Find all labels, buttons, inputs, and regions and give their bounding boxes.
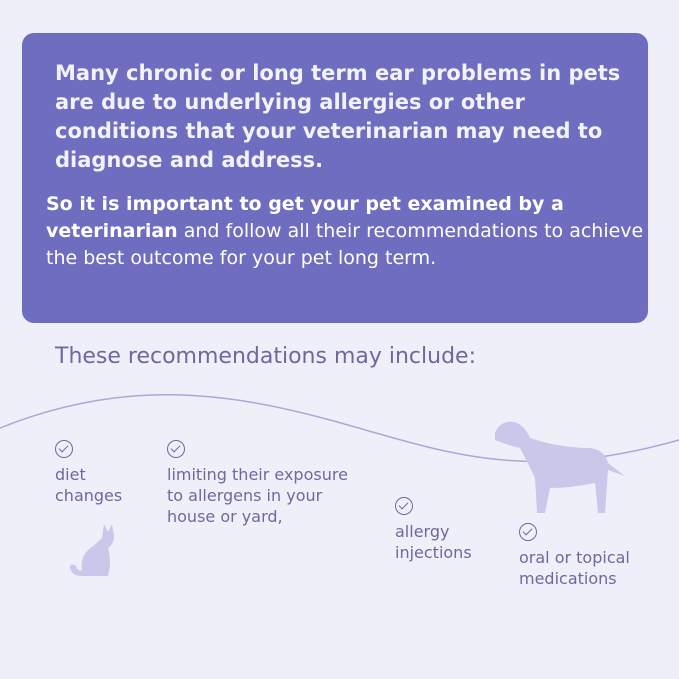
item-label: diet changes <box>55 465 123 505</box>
emphasis-text: So it is important to get your pet exami… <box>46 191 646 272</box>
check-circle-icon <box>167 440 185 458</box>
emphasis-bold: So it is important to get your pet exami… <box>46 193 564 242</box>
item-label: oral or topical medications <box>519 548 630 588</box>
recommendation-item: limiting their exposure to allergens in … <box>167 440 367 527</box>
item-label: allergy injections <box>395 522 472 562</box>
dog-illustration <box>495 421 625 513</box>
intro-text: Many chronic or long term ear problems i… <box>55 61 621 172</box>
recommendation-item: oral or topical medications <box>519 523 649 589</box>
item-label: limiting their exposure to allergens in … <box>167 465 348 526</box>
cat-illustration <box>70 524 114 576</box>
check-circle-icon <box>55 440 73 458</box>
recommendation-item: diet changes <box>55 440 135 506</box>
info-box: Many chronic or long term ear problems i… <box>22 33 648 323</box>
check-circle-icon <box>395 497 413 515</box>
check-circle-icon <box>519 523 537 541</box>
recommendation-item: allergy injections <box>395 497 485 563</box>
recommendations-heading: These recommendations may include: <box>55 344 476 369</box>
emphasis-rest: and follow all their recommendations to … <box>46 220 644 269</box>
